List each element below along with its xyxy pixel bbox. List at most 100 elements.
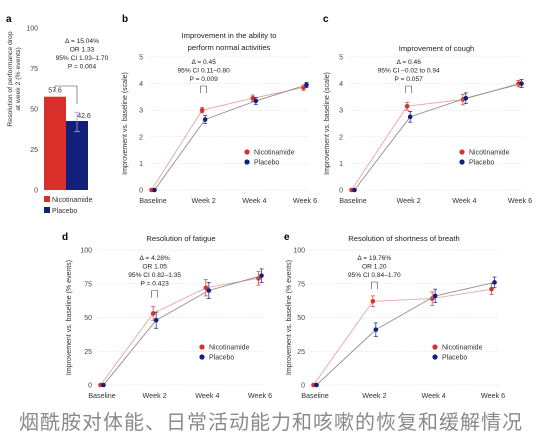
series-line-placebo <box>354 83 522 191</box>
data-point-placebo <box>519 81 524 86</box>
stat-annotation: Δ = 0.46 <box>396 59 421 66</box>
data-point-placebo <box>432 293 438 299</box>
legend-marker <box>244 159 250 165</box>
series-line-placebo <box>154 84 307 191</box>
legend-marker <box>459 159 465 165</box>
y-tick-label: 1 <box>339 161 343 168</box>
data-point-placebo <box>463 95 469 101</box>
panel-a: a 0 25 50 75 100 Resolution of performance dro… <box>6 14 109 215</box>
y-axis-label-e: Improvement vs. baseline (% events) <box>286 260 293 375</box>
y-tick-label: 0 <box>88 383 92 390</box>
chart-title-b: Improvement in the ability to <box>182 31 277 40</box>
chart-title-c: Improvement of cough <box>399 44 475 53</box>
y-tick-label: 25 <box>30 147 38 154</box>
legend-marker <box>432 344 438 350</box>
x-tick-label: Week 4 <box>242 196 266 205</box>
y-axis-label-c: Improvement vs. baseline (scale) <box>324 72 331 175</box>
legend-label: Nicotinamide <box>52 197 93 204</box>
chart-title-d: Resolution of fatigue <box>146 234 215 243</box>
legend-label: Placebo <box>254 160 279 167</box>
stat-annotation: Δ = 4.28% <box>140 255 170 262</box>
series-line-placebo <box>316 281 495 386</box>
y-tick-label: 5 <box>139 55 143 62</box>
y-tick-label: 4 <box>339 81 343 88</box>
stat-annotation: Δ = 0.45 <box>191 59 216 66</box>
figure-caption: 烟酰胺对体能、日常活动能力和咳嗽的恢复和缓解情况 <box>19 410 523 434</box>
data-point-nicotinamide <box>203 285 209 291</box>
data-point-nicotinamide <box>199 107 205 113</box>
x-tick-label: Week 6 <box>481 391 505 400</box>
series-line-nicotinamide <box>100 277 259 386</box>
y-tick-label: 5 <box>339 55 343 62</box>
x-tick-label: Week 6 <box>293 196 317 205</box>
y-tick-label: 75 <box>297 281 305 288</box>
y-axis-label-a-line2: at week 2 (% events) <box>15 47 22 110</box>
panel-letter-b: b <box>122 14 128 25</box>
y-tick-label: 0 <box>34 188 38 195</box>
significance-bracket <box>200 85 207 93</box>
y-tick-label: 4 <box>139 81 143 88</box>
series-line-nicotinamide <box>313 288 492 386</box>
panel-b: b Improvement in the ability to perform no… <box>122 14 317 205</box>
stat-annotation: 95% CI −0.02 to 0.94 <box>378 68 440 75</box>
legend-swatch <box>44 207 50 213</box>
x-tick-label: Baseline <box>139 196 167 205</box>
data-point-placebo <box>202 117 208 122</box>
panel-letter-a: a <box>6 14 12 25</box>
y-tick-label: 100 <box>293 248 305 255</box>
bar-placebo <box>66 120 88 190</box>
legend-label: Placebo <box>52 208 77 215</box>
legend-label: Placebo <box>469 160 494 167</box>
stat-annotation: P = 0.004 <box>68 64 97 71</box>
series-line-nicotinamide <box>151 87 304 191</box>
data-point-placebo <box>206 288 212 293</box>
x-tick-label: Week 2 <box>143 391 167 400</box>
data-point-placebo <box>314 382 319 388</box>
panel-letter-c: c <box>323 14 329 25</box>
x-tick-label: Week 4 <box>452 196 476 205</box>
y-tick-label: 75 <box>84 281 92 288</box>
y-tick-label: 3 <box>139 108 143 115</box>
stat-annotation: Δ = 19.76% <box>357 255 391 262</box>
x-tick-label: Week 4 <box>422 391 446 400</box>
panel-letter-e: e <box>284 232 290 243</box>
y-tick-label: 2 <box>139 134 143 141</box>
legend-label: Nicotinamide <box>254 150 295 157</box>
data-point-placebo <box>304 82 309 88</box>
y-tick-label: 50 <box>84 315 92 322</box>
data-point-nicotinamide <box>370 299 376 304</box>
y-tick-label: 2 <box>339 134 343 141</box>
legend-label: Nicotinamide <box>469 150 510 157</box>
legend-marker <box>432 354 438 360</box>
y-axis-label-b: Improvement vs. baseline (scale) <box>122 72 129 175</box>
legend-swatch <box>44 196 50 202</box>
x-tick-label: Week 4 <box>195 391 219 400</box>
data-point-placebo <box>492 280 497 285</box>
data-point-placebo <box>407 114 413 120</box>
bar-nicotinamide <box>44 96 66 190</box>
legend-marker <box>199 354 205 360</box>
panel-d: d Resolution of fatigue 0 25 50 75 100 Improvem… <box>62 232 272 400</box>
y-axis-label-d: Improvement vs. baseline (% events) <box>66 260 73 375</box>
data-point-placebo <box>373 327 379 332</box>
data-point-placebo <box>259 273 264 278</box>
y-tick-label: 0 <box>139 188 143 195</box>
stat-annotation: P = 0.423 <box>141 281 170 288</box>
legend-marker <box>459 149 465 155</box>
chart-title-e: Resolution of shortness of breath <box>348 234 459 243</box>
y-tick-label: 75 <box>30 66 38 73</box>
data-point-nicotinamide <box>250 95 256 101</box>
stat-annotation: OR 1.33 <box>70 47 95 54</box>
y-tick-label: 50 <box>30 107 38 114</box>
legend-marker <box>199 344 205 350</box>
x-tick-label: Baseline <box>301 391 329 400</box>
stat-annotation: OR 1.20 <box>362 264 387 271</box>
data-point-placebo <box>153 317 159 323</box>
y-tick-label: 3 <box>339 108 343 115</box>
x-tick-label: Week 6 <box>248 391 272 400</box>
x-tick-label: Baseline <box>88 391 116 400</box>
stat-annotation: 95% CI 0.82–1.35 <box>128 272 181 279</box>
chart-title-b: perform normal activities <box>188 43 271 52</box>
x-tick-label: Baseline <box>339 196 367 205</box>
x-tick-label: Week 2 <box>192 196 216 205</box>
